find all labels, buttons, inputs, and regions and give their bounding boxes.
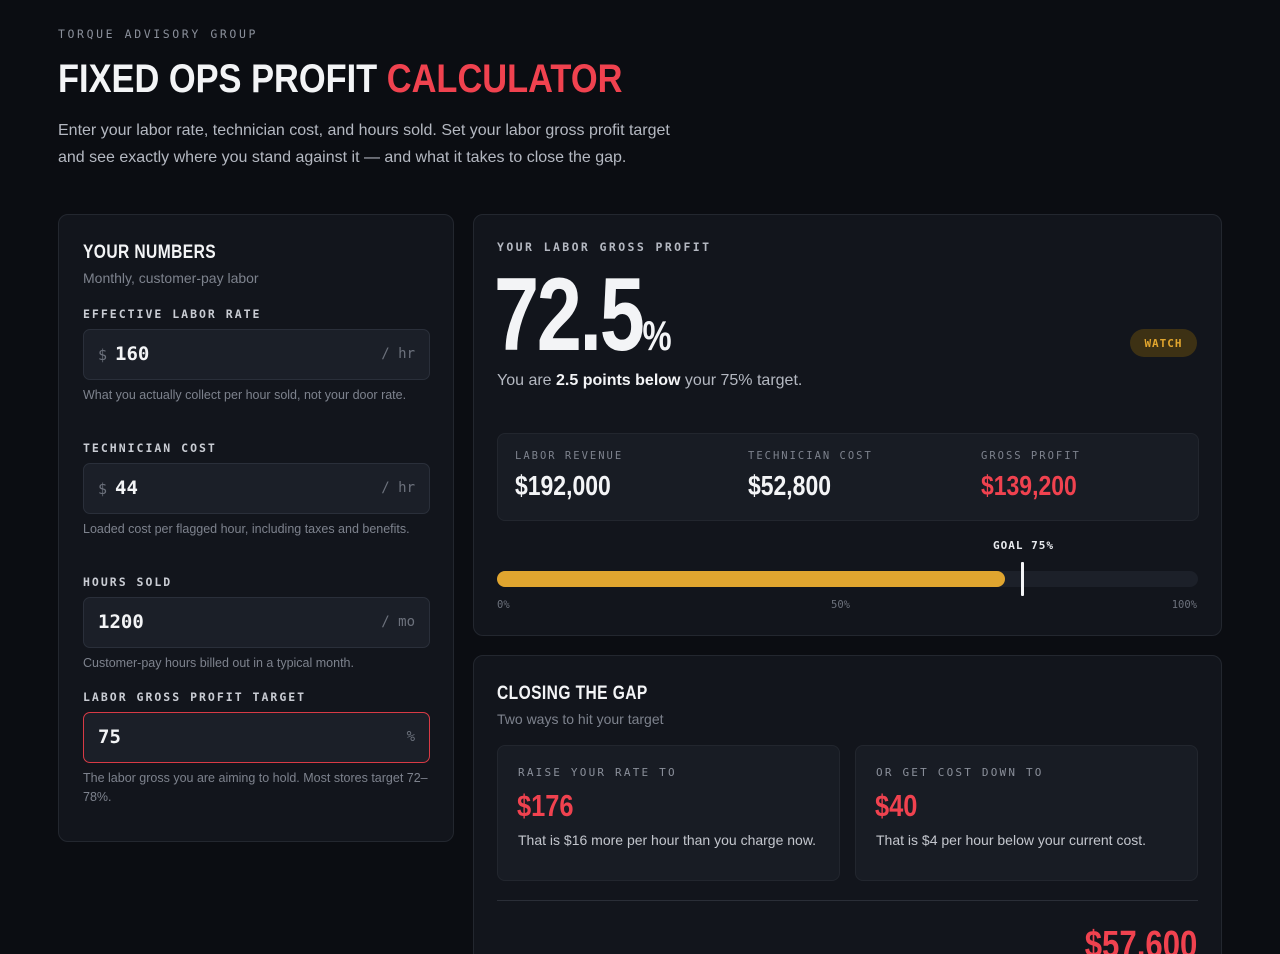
gap-option-desc: That is $4 per hour below your current c… — [876, 832, 1147, 848]
stat-value: $192,000 — [515, 470, 611, 501]
stat-value: $52,800 — [748, 470, 831, 501]
summary-pre: You are — [497, 372, 557, 389]
divider — [497, 900, 1198, 901]
tick-100: 100% — [1171, 599, 1197, 611]
title-accent: CALCULATOR — [386, 57, 623, 101]
intro-text: Enter your labor rate, technician cost, … — [58, 122, 670, 166]
labor-rate-value[interactable]: 160 — [115, 343, 150, 365]
dollar-prefix: $ — [98, 480, 108, 498]
stat-label: LABOR REVENUE — [515, 450, 624, 462]
gap-subtitle: Two ways to hit your target — [497, 711, 664, 727]
gp-target-value[interactable]: 75 — [98, 726, 121, 748]
progress-fill — [497, 571, 1006, 587]
dollar-prefix: $ — [98, 346, 108, 364]
gap-card: CLOSING THE GAP Two ways to hit your tar… — [473, 655, 1222, 954]
tech-cost-hint: Loaded cost per flagged hour, including … — [83, 522, 410, 536]
tick-50: 50% — [831, 599, 850, 611]
stats-panel: LABOR REVENUE $192,000 TECHNICIAN COST $… — [497, 433, 1199, 521]
summary-bold: 2.5 points below — [556, 372, 681, 389]
brand-eyebrow: TORQUE ADVISORY GROUP — [58, 27, 258, 41]
hours-sold-input[interactable]: 1200 / mo — [83, 597, 430, 648]
gap-option-desc: That is $16 more per hour than you charg… — [518, 832, 817, 848]
percent-suffix: % — [406, 729, 415, 745]
per-hour-suffix: / hr — [381, 346, 415, 362]
page-title: FIXED OPS PROFIT CALCULATOR — [58, 57, 622, 102]
goal-label: GOAL 75% — [993, 539, 1054, 552]
gross-profit-percent: 72.5% — [494, 255, 672, 396]
hours-sold-label: HOURS SOLD — [83, 575, 173, 589]
inputs-card: YOUR NUMBERS Monthly, customer-pay labor… — [58, 214, 454, 842]
progress-track — [497, 562, 1198, 596]
result-unit: % — [642, 312, 672, 359]
per-hour-suffix: / hr — [381, 480, 415, 496]
gp-target-label: LABOR GROSS PROFIT TARGET — [83, 690, 307, 704]
gp-target-input[interactable]: 75 % — [83, 712, 430, 763]
inputs-subtitle: Monthly, customer-pay labor — [83, 270, 259, 286]
goal-marker — [1021, 562, 1025, 596]
gap-option-label: RAISE YOUR RATE TO — [518, 766, 677, 779]
labor-rate-hint: What you actually collect per hour sold,… — [83, 388, 407, 402]
hours-sold-value[interactable]: 1200 — [98, 611, 144, 633]
stat-value: $139,200 — [981, 470, 1077, 501]
tick-0: 0% — [497, 599, 510, 611]
lower-cost-option: OR GET COST DOWN TO $40 That is $4 per h… — [855, 745, 1198, 881]
per-month-suffix: / mo — [381, 614, 415, 630]
status-badge: WATCH — [1130, 329, 1197, 357]
tech-cost-value[interactable]: 44 — [115, 477, 138, 499]
result-label: YOUR LABOR GROSS PROFIT — [497, 240, 712, 254]
hours-sold-hint: Customer-pay hours billed out in a typic… — [83, 656, 354, 670]
stat-label: GROSS PROFIT — [981, 450, 1081, 462]
gap-option-value: $176 — [517, 788, 574, 823]
result-value: 72.5 — [494, 257, 645, 373]
labor-rate-label: EFFECTIVE LABOR RATE — [83, 307, 262, 321]
raise-rate-option: RAISE YOUR RATE TO $176 That is $16 more… — [497, 745, 840, 881]
gap-bottom-value: $57,600 — [1084, 924, 1197, 954]
summary-post: your 75% target. — [680, 372, 803, 389]
summary-line: You are 2.5 points below your 75% target… — [497, 372, 802, 390]
stat-label: TECHNICIAN COST — [748, 450, 873, 462]
gap-option-value: $40 — [875, 788, 918, 823]
gap-option-label: OR GET COST DOWN TO — [876, 766, 1044, 779]
inputs-title: YOUR NUMBERS — [83, 242, 217, 263]
labor-rate-input[interactable]: $ 160 / hr — [83, 329, 430, 380]
tech-cost-label: TECHNICIAN COST — [83, 441, 217, 455]
profit-card: YOUR LABOR GROSS PROFIT 72.5% WATCH You … — [473, 214, 1222, 636]
title-main: FIXED OPS PROFIT — [58, 57, 387, 101]
tech-cost-input[interactable]: $ 44 / hr — [83, 463, 430, 514]
gp-target-hint: The labor gross you are aiming to hold. … — [83, 771, 428, 804]
gap-title: CLOSING THE GAP — [497, 683, 648, 704]
